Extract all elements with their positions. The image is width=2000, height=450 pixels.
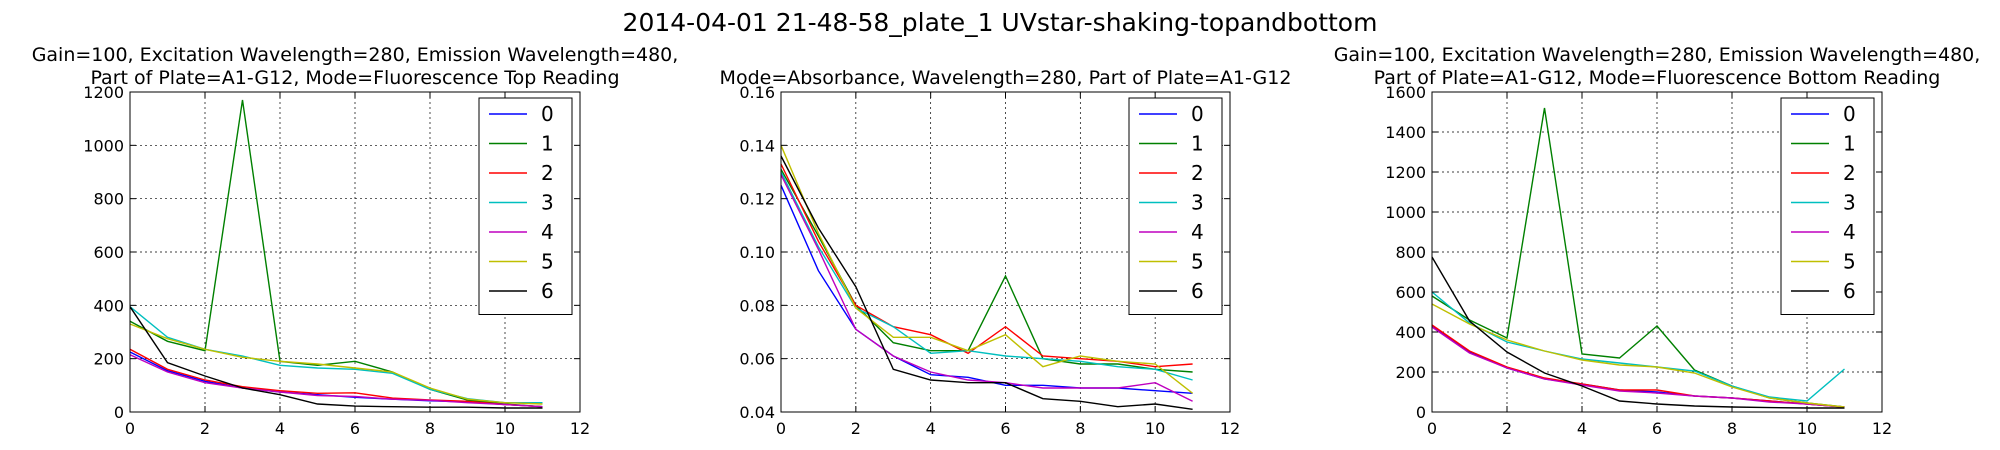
x-tick-label: 6 [350,419,360,438]
legend-label: 6 [1191,279,1204,303]
legend-label: 0 [1191,102,1204,126]
x-tick-label: 0 [776,419,786,438]
legend-label: 3 [1191,191,1204,215]
legend-label: 4 [1843,220,1856,244]
y-tick-label: 0.06 [739,350,775,369]
y-tick-label: 400 [93,296,124,315]
chart-title-line: Gain=100, Excitation Wavelength=280, Emi… [1334,44,1981,66]
y-tick-label: 1200 [1385,163,1426,182]
figure-title: 2014-04-01 21-48-58_plate_1 UVstar-shaki… [622,8,1378,37]
y-tick-label: 1200 [83,83,124,102]
legend-label: 5 [1843,250,1856,274]
legend-box [1128,97,1223,315]
chart-panel-1: Mode=Absorbance, Wavelength=280, Part of… [720,67,1292,438]
legend-label: 1 [1843,132,1856,156]
x-tick-label: 4 [926,419,936,438]
chart-title-line: Mode=Absorbance, Wavelength=280, Part of… [720,67,1292,89]
x-tick-label: 8 [425,419,435,438]
y-tick-label: 1000 [83,136,124,155]
y-tick-label: 800 [1395,243,1426,262]
x-tick-label: 4 [275,419,285,438]
x-tick-label: 12 [1872,419,1892,438]
series-line-5 [780,145,1194,394]
y-tick-label: 200 [93,350,124,369]
y-tick-label: 200 [1395,363,1426,382]
legend-label: 4 [1191,220,1204,244]
x-tick-label: 2 [200,419,210,438]
x-tick-label: 10 [495,419,515,438]
y-tick-label: 1600 [1385,83,1426,102]
legend-label: 3 [1843,191,1856,215]
x-tick-label: 8 [1075,419,1085,438]
y-tick-label: 0 [1416,403,1426,422]
y-tick-label: 0.16 [739,83,775,102]
series-line-5 [1431,303,1845,408]
legend: 0 1 2 3 4 5 6 [1780,97,1875,315]
legend-label: 0 [541,102,554,126]
x-tick-label: 0 [1427,419,1437,438]
y-tick-label: 600 [93,243,124,262]
legend-label: 6 [541,279,554,303]
legend-label: 5 [541,250,554,274]
x-tick-label: 6 [1652,419,1662,438]
x-tick-label: 2 [1502,419,1512,438]
y-tick-label: 0.08 [739,296,775,315]
y-tick-label: 0.04 [739,403,775,422]
series-line-6 [780,155,1193,410]
series-line-3 [129,306,543,404]
legend-label: 4 [541,220,554,244]
x-tick-label: 12 [570,419,590,438]
legend-label: 2 [541,161,554,185]
y-tick-label: 1000 [1385,203,1426,222]
y-tick-label: 0 [114,403,124,422]
series-line-4 [129,354,543,408]
chart-title-line: Gain=100, Excitation Wavelength=280, Emi… [32,44,679,66]
chart-title-line: Part of Plate=A1-G12, Mode=Fluorescence … [1374,67,1941,89]
series-line-2 [1431,324,1845,408]
legend: 0 1 2 3 4 5 6 [1128,97,1223,315]
legend-label: 1 [1191,132,1204,156]
legend-box [478,97,573,315]
legend-label: 2 [1843,161,1856,185]
x-tick-label: 12 [1220,419,1240,438]
series-line-4 [1431,326,1845,408]
series-line-2 [129,348,543,408]
series-line-6 [129,306,543,409]
legend-label: 5 [1191,250,1204,274]
x-tick-label: 0 [125,419,135,438]
y-tick-label: 0.12 [739,190,775,209]
series-line-6 [1431,256,1845,409]
x-tick-label: 6 [1000,419,1010,438]
x-tick-label: 10 [1145,419,1165,438]
series-line-3 [780,171,1193,381]
y-tick-label: 400 [1395,323,1426,342]
x-tick-label: 4 [1577,419,1587,438]
series-line-5 [129,323,543,405]
series-line-1 [129,99,543,408]
legend-box [1780,97,1875,315]
legend-label: 6 [1843,279,1856,303]
y-tick-label: 600 [1395,283,1426,302]
legend-label: 2 [1191,161,1204,185]
x-tick-label: 10 [1797,419,1817,438]
chart-title-line: Part of Plate=A1-G12, Mode=Fluorescence … [90,67,619,89]
legend-label: 3 [541,191,554,215]
legend-label: 0 [1843,102,1856,126]
legend: 0 1 2 3 4 5 6 [478,97,573,315]
legend-label: 1 [541,132,554,156]
y-tick-label: 800 [93,190,124,209]
y-tick-label: 0.10 [739,243,775,262]
series-line-4 [780,174,1193,402]
y-tick-label: 0.14 [739,136,775,155]
series-line-3 [1431,291,1845,402]
x-tick-label: 8 [1727,419,1737,438]
chart-panel-2: Gain=100, Excitation Wavelength=280, Emi… [1334,44,1981,438]
y-tick-label: 1400 [1385,123,1426,142]
chart-panel-0: Gain=100, Excitation Wavelength=280, Emi… [32,44,679,438]
x-tick-label: 2 [851,419,861,438]
